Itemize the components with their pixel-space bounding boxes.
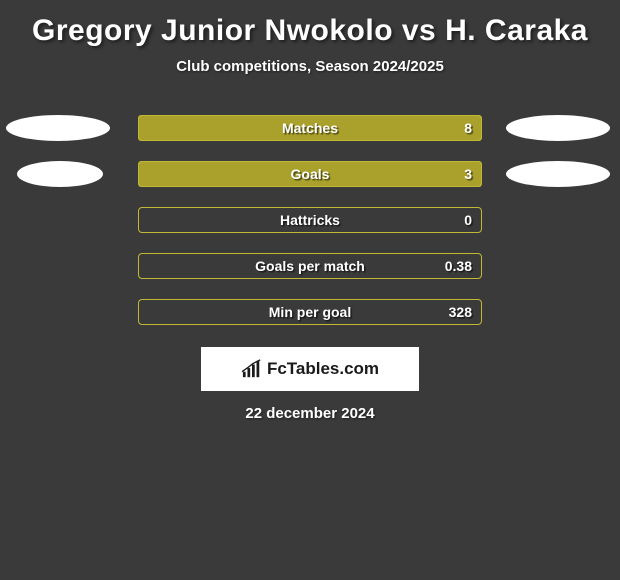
stat-bar: Goals per match 0.38: [138, 253, 482, 279]
stat-value: 8: [464, 120, 472, 136]
stat-bar: Min per goal 328: [138, 299, 482, 325]
attribution-logo[interactable]: FcTables.com: [201, 347, 419, 391]
stat-value: 0.38: [445, 258, 472, 274]
player1-marker: [17, 161, 103, 187]
stat-label: Goals: [291, 166, 330, 182]
right-ellipse-col: [506, 115, 614, 187]
logo-text: FcTables.com: [267, 359, 379, 379]
comparison-infographic: Gregory Junior Nwokolo vs H. Caraka Club…: [0, 0, 620, 422]
page-title: Gregory Junior Nwokolo vs H. Caraka: [0, 8, 620, 58]
stat-bar: Hattricks 0: [138, 207, 482, 233]
player2-marker: [506, 115, 610, 141]
stat-label: Hattricks: [280, 212, 340, 228]
player1-marker: [6, 115, 110, 141]
stat-label: Goals per match: [255, 258, 365, 274]
stat-label: Min per goal: [269, 304, 351, 320]
chart-icon: [241, 359, 263, 379]
stat-bar: Goals 3: [138, 161, 482, 187]
stat-bar: Matches 8: [138, 115, 482, 141]
stat-value: 3: [464, 166, 472, 182]
stat-value: 328: [449, 304, 472, 320]
date-text: 22 december 2024: [0, 405, 620, 422]
player2-marker: [506, 161, 610, 187]
stat-value: 0: [464, 212, 472, 228]
subtitle: Club competitions, Season 2024/2025: [0, 58, 620, 75]
left-ellipse-col: [6, 115, 114, 187]
stats-area: Matches 8 Goals 3 Hattricks 0 Goals per match 0…: [0, 115, 620, 325]
stat-label: Matches: [282, 120, 338, 136]
stat-bars-column: Matches 8 Goals 3 Hattricks 0 Goals per match 0…: [138, 115, 482, 325]
